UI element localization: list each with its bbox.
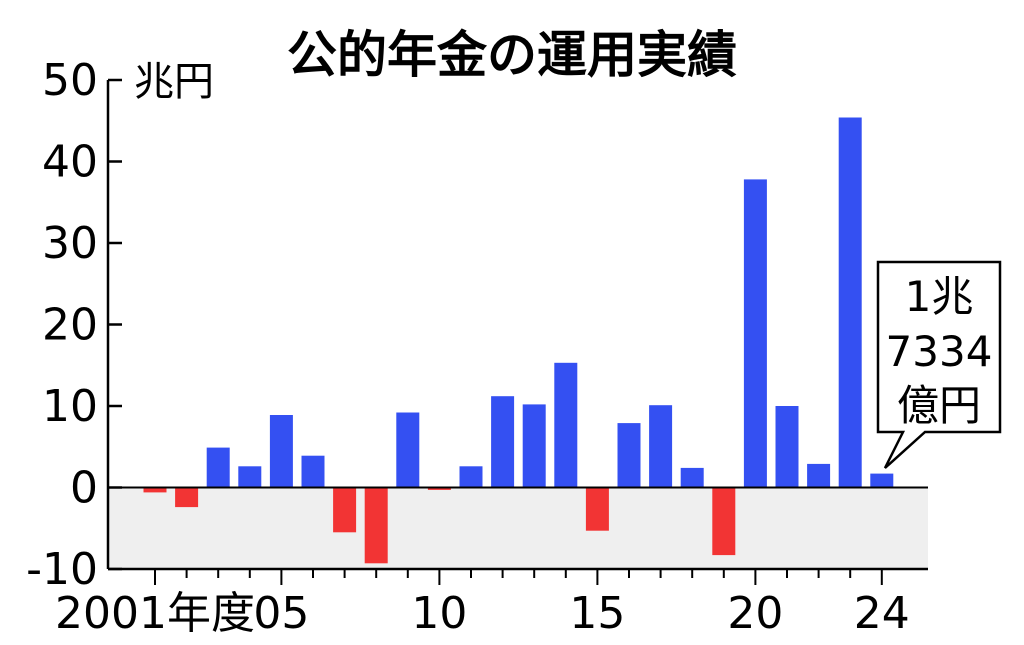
x-tick-label: 24 xyxy=(854,588,910,639)
x-tick-label: 15 xyxy=(569,588,625,639)
x-tick-label: 05 xyxy=(253,588,309,639)
callout-line-2: 7334 xyxy=(886,327,993,376)
bar-2010 xyxy=(427,487,451,490)
y-tick-label: 50 xyxy=(42,55,98,106)
y-tick-label: 20 xyxy=(42,300,98,351)
bar-2001 xyxy=(143,487,167,493)
bar-2009 xyxy=(396,412,420,488)
callout-box xyxy=(876,260,1002,469)
y-tick-label: 0 xyxy=(70,463,98,514)
bar-2023 xyxy=(838,117,862,488)
bar-2024 xyxy=(870,473,894,488)
bar-2021 xyxy=(775,406,799,488)
bar-2005 xyxy=(269,415,293,488)
bar-2006 xyxy=(301,455,325,488)
y-tick-label: -10 xyxy=(26,544,98,595)
bar-2007 xyxy=(333,487,357,533)
bar-2015 xyxy=(585,487,609,531)
y-axis: 50 40 30 20 10 0 -10 xyxy=(26,55,928,595)
y-unit-label: 兆円 xyxy=(134,59,214,105)
bar-2008 xyxy=(364,487,388,564)
x-tick-label: 20 xyxy=(727,588,783,639)
bar-2003 xyxy=(206,447,230,488)
y-tick-label: 30 xyxy=(42,218,98,269)
bar-2013 xyxy=(522,404,546,488)
x-tick-label: 2001年度 xyxy=(55,588,255,639)
bar-2011 xyxy=(459,466,483,488)
negative-band xyxy=(108,488,928,569)
y-tick-label: 40 xyxy=(42,137,98,188)
bar-2014 xyxy=(554,362,578,488)
chart-title: 公的年金の運用実績 xyxy=(287,26,737,84)
callout-line-3: 億円 xyxy=(897,381,981,430)
bar-2018 xyxy=(680,467,704,488)
bar-2017 xyxy=(649,405,673,488)
bar-2016 xyxy=(617,423,641,488)
bars xyxy=(143,117,894,564)
bar-2020 xyxy=(743,179,767,488)
bar-2002 xyxy=(175,487,199,508)
callout-line-1: 1兆 xyxy=(905,272,974,321)
bar-2004 xyxy=(238,466,262,488)
bar-2022 xyxy=(807,463,831,488)
bar-2012 xyxy=(491,396,515,488)
bar-2019 xyxy=(712,487,736,556)
x-tick-label: 10 xyxy=(411,588,467,639)
value-callout: 1兆 7334 億円 xyxy=(876,260,1002,469)
y-tick-label: 10 xyxy=(42,381,98,432)
